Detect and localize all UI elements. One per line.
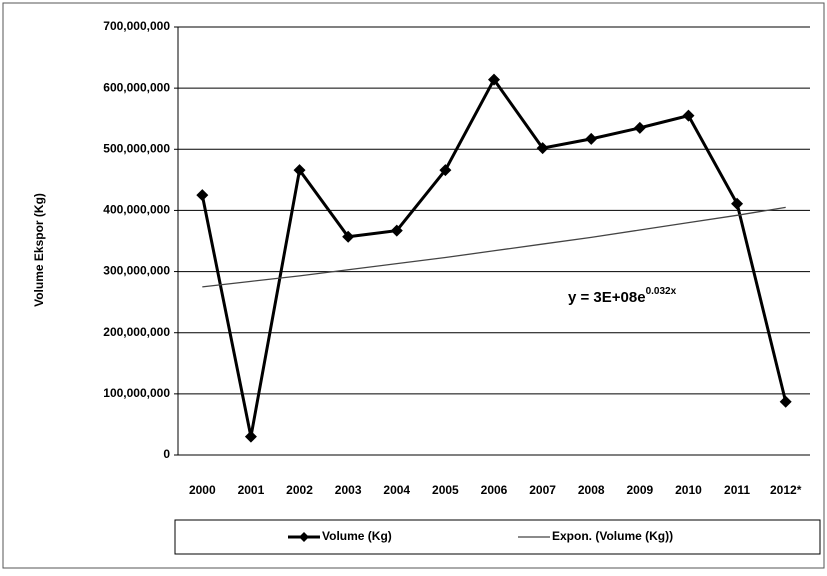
marker — [342, 230, 355, 243]
trendline-equation: y = 3E+08e0.032x — [568, 286, 677, 306]
marker — [779, 395, 792, 408]
y-tick-label: 400,000,000 — [103, 203, 170, 217]
y-tick-label: 300,000,000 — [103, 264, 170, 278]
marker — [196, 189, 209, 202]
equation-exponent: 0.032x — [646, 286, 677, 297]
marker — [731, 197, 744, 210]
marker — [390, 224, 403, 237]
marker — [439, 164, 452, 177]
chart-frame — [2, 2, 825, 569]
y-tick-label: 700,000,000 — [103, 19, 170, 33]
marker — [488, 73, 500, 86]
x-tick-label: 2010 — [675, 483, 702, 497]
legend-label: Volume (Kg) — [322, 529, 392, 543]
marker — [293, 164, 306, 177]
equation-text: y = 3E+08e — [568, 289, 646, 306]
legend-label: Expon. (Volume (Kg)) — [552, 529, 673, 543]
legend-marker — [299, 532, 309, 542]
x-tick-label: 2000 — [189, 483, 216, 497]
x-tick-label: 2002 — [286, 483, 313, 497]
x-tick-label: 2012* — [770, 483, 802, 497]
x-tick-label: 2004 — [383, 483, 410, 497]
x-tick-label: 2011 — [724, 483, 750, 497]
x-tick-label: 2009 — [626, 483, 653, 497]
x-tick-label: 2003 — [335, 483, 362, 497]
marker — [682, 109, 695, 122]
y-tick-label: 0 — [163, 447, 170, 461]
x-tick-label: 2008 — [578, 483, 605, 497]
y-tick-label: 600,000,000 — [103, 80, 170, 94]
marker — [633, 121, 646, 134]
x-tick-label: 2006 — [481, 483, 508, 497]
legend-box — [174, 519, 821, 555]
y-axis-title: Volume Ekspor (Kg) — [32, 193, 46, 307]
marker — [244, 430, 257, 443]
y-tick-label: 100,000,000 — [103, 386, 170, 400]
x-tick-label: 2007 — [529, 483, 556, 497]
x-tick-label: 2001 — [238, 483, 265, 497]
series-line — [202, 206, 786, 288]
marker — [536, 142, 549, 155]
marker — [585, 132, 598, 145]
y-tick-label: 500,000,000 — [103, 141, 170, 155]
x-tick-label: 2005 — [432, 483, 459, 497]
y-tick-label: 200,000,000 — [103, 325, 170, 339]
